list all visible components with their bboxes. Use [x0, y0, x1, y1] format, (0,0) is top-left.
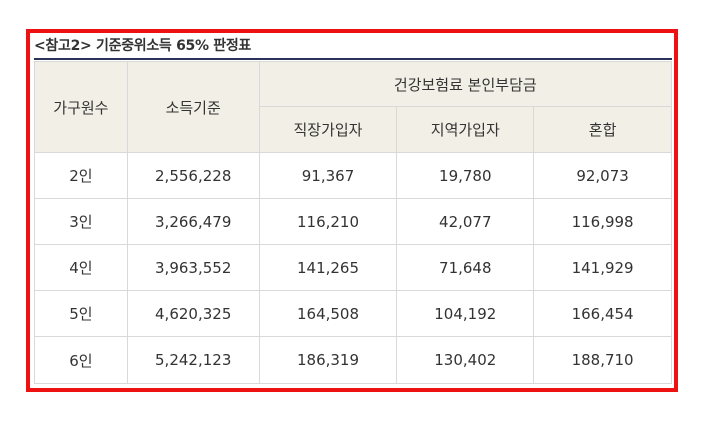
- cell-income: 3,963,552: [126, 244, 260, 291]
- table-caption: <참고2> 기준중위소득 65% 판정표: [34, 34, 672, 60]
- cell-household: 3인: [34, 198, 128, 245]
- cell-regional: 104,192: [396, 290, 535, 337]
- cell-employee: 186,319: [258, 336, 398, 384]
- table-row: 5인 4,620,325 164,508 104,192 166,454: [34, 290, 672, 337]
- header-employee: 직장가입자: [258, 106, 398, 153]
- cell-household: 5인: [34, 290, 128, 337]
- cell-employee: 141,265: [258, 244, 398, 291]
- cell-income: 2,556,228: [126, 152, 260, 199]
- cell-regional: 130,402: [396, 336, 535, 384]
- table-row: 3인 3,266,479 116,210 42,077 116,998: [34, 198, 672, 245]
- cell-employee: 116,210: [258, 198, 398, 245]
- header-household: 가구원수: [34, 61, 128, 153]
- cell-mixed: 188,710: [533, 336, 672, 384]
- table-row: 6인 5,242,123 186,319 130,402 188,710: [34, 336, 672, 384]
- cell-income: 5,242,123: [126, 336, 260, 384]
- header-mixed: 혼합: [533, 106, 672, 153]
- cell-household: 4인: [34, 244, 128, 291]
- cell-regional: 19,780: [396, 152, 535, 199]
- table-row: 4인 3,963,552 141,265 71,648 141,929: [34, 244, 672, 291]
- cell-employee: 91,367: [258, 152, 398, 199]
- header-income: 소득기준: [126, 61, 260, 153]
- cell-income: 3,266,479: [126, 198, 260, 245]
- cell-employee: 164,508: [258, 290, 398, 337]
- cell-regional: 71,648: [396, 244, 535, 291]
- cell-mixed: 92,073: [533, 152, 672, 199]
- cell-income: 4,620,325: [126, 290, 260, 337]
- income-criteria-table: 가구원수 소득기준 건강보험료 본인부담금 직장가입자 지역가입자 혼합 2인 …: [34, 61, 673, 384]
- cell-mixed: 116,998: [533, 198, 672, 245]
- cell-household: 2인: [34, 152, 128, 199]
- highlight-frame: [26, 29, 678, 392]
- cell-household: 6인: [34, 336, 128, 384]
- cell-regional: 42,077: [396, 198, 535, 245]
- header-insurance-group: 건강보험료 본인부담금: [258, 61, 673, 107]
- cell-mixed: 166,454: [533, 290, 672, 337]
- header-regional: 지역가입자: [396, 106, 535, 153]
- table-row: 2인 2,556,228 91,367 19,780 92,073: [34, 152, 672, 199]
- cell-mixed: 141,929: [533, 244, 672, 291]
